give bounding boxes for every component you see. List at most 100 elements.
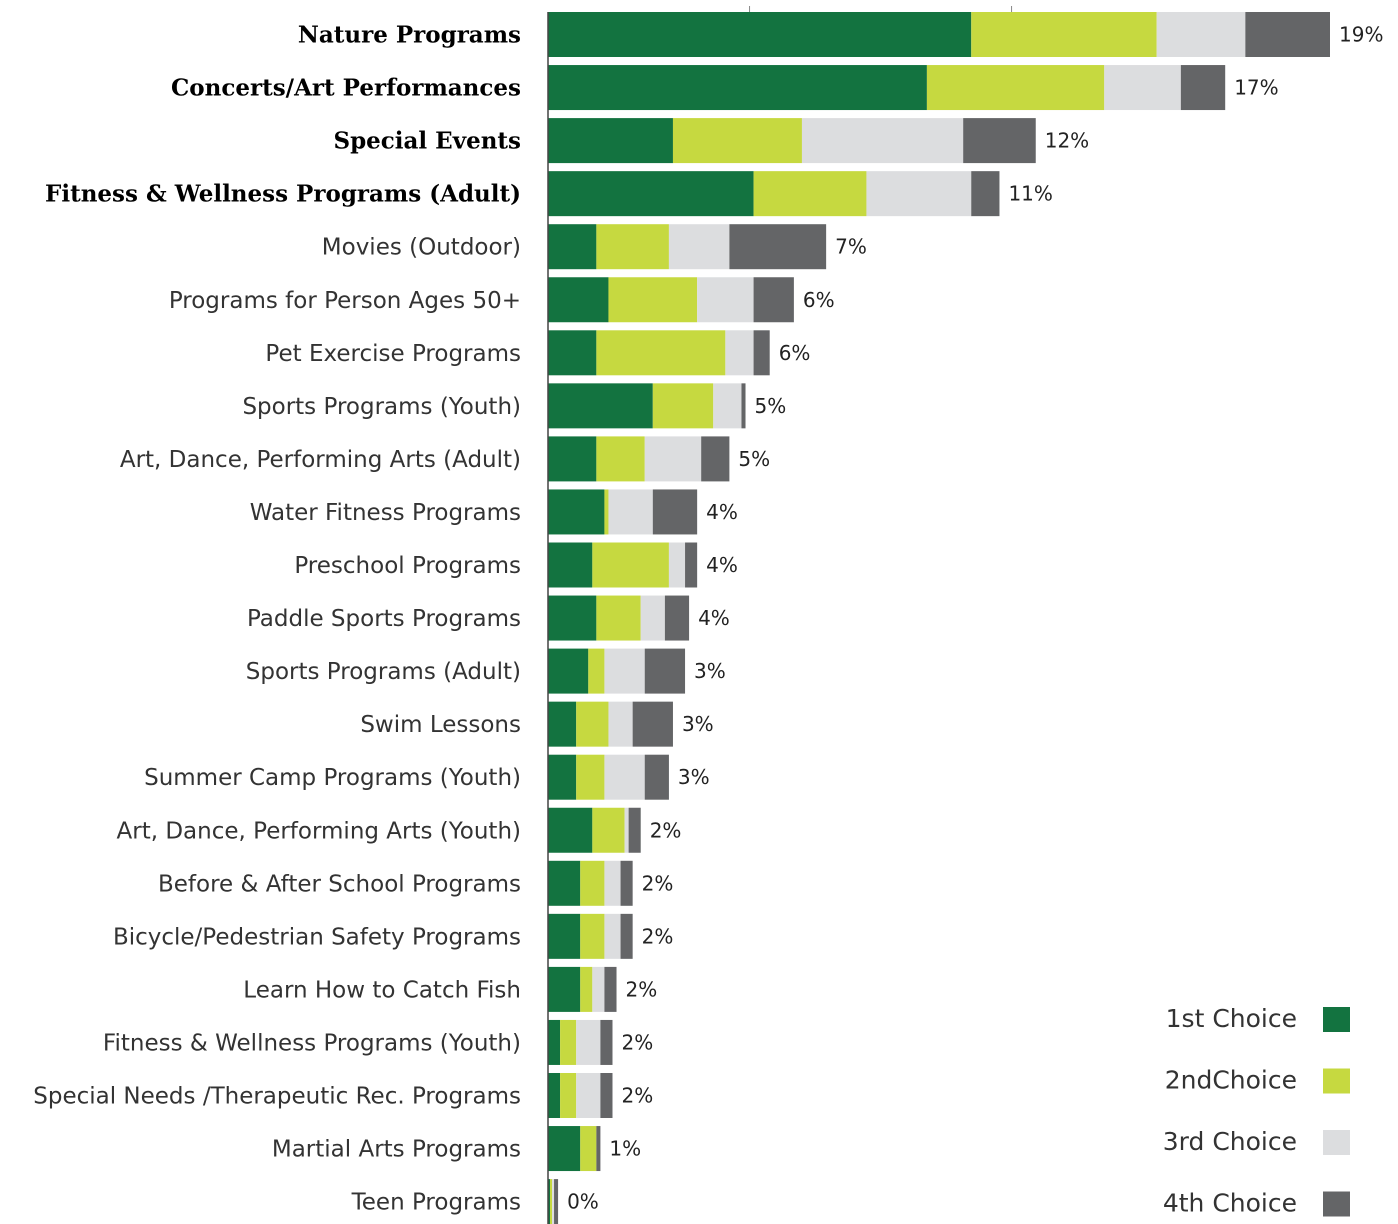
bar-segment-2: [588, 648, 605, 694]
total-label: 3%: [694, 659, 726, 683]
category-label: Movies (Outdoor): [322, 235, 521, 261]
bar-segment-4: [620, 860, 633, 906]
bar-segment-1: [548, 754, 577, 800]
bar-segment-4: [741, 383, 746, 429]
bar-segment-3: [552, 1179, 555, 1224]
bar-segment-3: [604, 754, 645, 800]
bar-segment-2: [560, 1073, 577, 1118]
category-label: Learn How to Catch Fish: [243, 977, 521, 1003]
total-label: 2%: [642, 871, 674, 895]
category-label: Nature Programs: [298, 22, 521, 49]
bar-segment-4: [644, 648, 686, 694]
bar-segment-2: [753, 171, 867, 217]
category-label: Pet Exercise Programs: [265, 341, 521, 367]
legend-label: 4th Choice: [1163, 1189, 1297, 1218]
total-label: 19%: [1339, 23, 1383, 47]
bar-segment-3: [604, 648, 645, 694]
bar-segment-1: [548, 1019, 561, 1065]
bar-segment-2: [596, 224, 669, 270]
category-label: Martial Arts Programs: [272, 1137, 521, 1163]
total-labels: 19% 17% 12% 11% 7% 6% 6% 5% 5% 4% 4% 4% 3% 3% 3% 2% 2% 2%…: [567, 23, 1383, 1214]
bar-segment-1: [548, 118, 673, 164]
bar-segment-3: [713, 383, 742, 429]
total-label: 2%: [650, 818, 682, 842]
total-label: 11%: [1008, 182, 1052, 206]
bar-segment-2: [604, 489, 609, 535]
bar-segment-2: [580, 966, 593, 1012]
bar-segment-1: [548, 224, 597, 270]
bar-segment-3: [576, 1019, 601, 1065]
bar-segment-1: [548, 1126, 581, 1172]
total-label: 1%: [609, 1137, 641, 1161]
bar-segment-3: [866, 171, 972, 217]
total-label: 3%: [682, 712, 714, 736]
bar-segment-2: [608, 277, 698, 323]
bar-segment-1: [548, 966, 581, 1012]
bar-segment-2: [576, 701, 609, 747]
bar-segment-3: [725, 330, 754, 376]
bar-segment-1: [548, 330, 597, 376]
category-label: Special Needs /Therapeutic Rec. Programs: [33, 1084, 521, 1110]
bar-segment-1: [548, 913, 581, 959]
category-label: Fitness & Wellness Programs (Youth): [103, 1030, 521, 1056]
category-labels: Nature Programs Concerts/Art Performances…: [33, 22, 521, 1216]
total-label: 4%: [698, 606, 730, 630]
total-label: 6%: [803, 288, 835, 312]
bar-segment-4: [729, 224, 827, 270]
bar-segment-4: [596, 1126, 601, 1172]
bar-segment-1: [548, 1179, 551, 1224]
bar-segment-4: [652, 489, 698, 535]
bar-segment-3: [640, 595, 665, 641]
legend-swatch: [1323, 1007, 1350, 1032]
bar-segment-3: [1104, 65, 1181, 111]
bar-segment-3: [608, 701, 633, 747]
category-label: Preschool Programs: [294, 553, 521, 579]
total-label: 4%: [706, 500, 738, 524]
bar-segment-3: [604, 860, 621, 906]
bar-segment-1: [548, 1073, 561, 1118]
bar-segment-4: [685, 542, 698, 588]
bar-segment-3: [668, 542, 686, 588]
total-label: 6%: [779, 341, 811, 365]
bar-segment-4: [753, 277, 794, 323]
category-label: Art, Dance, Performing Arts (Adult): [120, 447, 521, 473]
total-label: 2%: [642, 924, 674, 948]
total-label: 4%: [706, 553, 738, 577]
bar-segment-1: [548, 542, 593, 588]
bar-segment-1: [548, 12, 972, 57]
bar-segment-4: [971, 171, 1000, 217]
bar-segment-4: [554, 1179, 559, 1224]
bar-segment-4: [1245, 12, 1330, 57]
bar-segment-2: [926, 65, 1105, 111]
category-label: Sports Programs (Youth): [242, 394, 521, 420]
total-label: 17%: [1234, 76, 1278, 100]
bar-segment-2: [596, 436, 645, 482]
bar-segment-1: [548, 277, 609, 323]
category-label: Bicycle/Pedestrian Safety Programs: [113, 924, 521, 950]
bar-segment-4: [600, 1019, 613, 1065]
total-label: 2%: [621, 1030, 653, 1054]
bar-segment-2: [592, 542, 669, 588]
category-label: Concerts/Art Performances: [171, 75, 521, 102]
bar-segment-2: [560, 1019, 577, 1065]
total-label: 2%: [626, 977, 658, 1001]
bar-segment-4: [632, 701, 673, 747]
bar-segment-3: [624, 807, 629, 853]
legend-label: 1st Choice: [1166, 1004, 1297, 1033]
bar-segment-3: [697, 277, 754, 323]
legend: 1st Choice 2ndChoice 3rd Choice 4th Choice: [1163, 1004, 1350, 1218]
bar-segment-2: [652, 383, 714, 429]
category-label: Water Fitness Programs: [250, 500, 521, 526]
bar-segment-1: [548, 65, 927, 111]
bar-segment-4: [963, 118, 1036, 164]
bar-segment-4: [1180, 65, 1226, 111]
bar-segment-1: [548, 489, 605, 535]
total-label: 12%: [1045, 129, 1089, 153]
bar-segment-2: [596, 595, 641, 641]
legend-label: 2ndChoice: [1165, 1066, 1297, 1095]
bar-segment-4: [600, 1073, 613, 1118]
category-label: Teen Programs: [351, 1190, 521, 1216]
bar-segment-1: [548, 648, 589, 694]
bar-segment-2: [580, 913, 605, 959]
